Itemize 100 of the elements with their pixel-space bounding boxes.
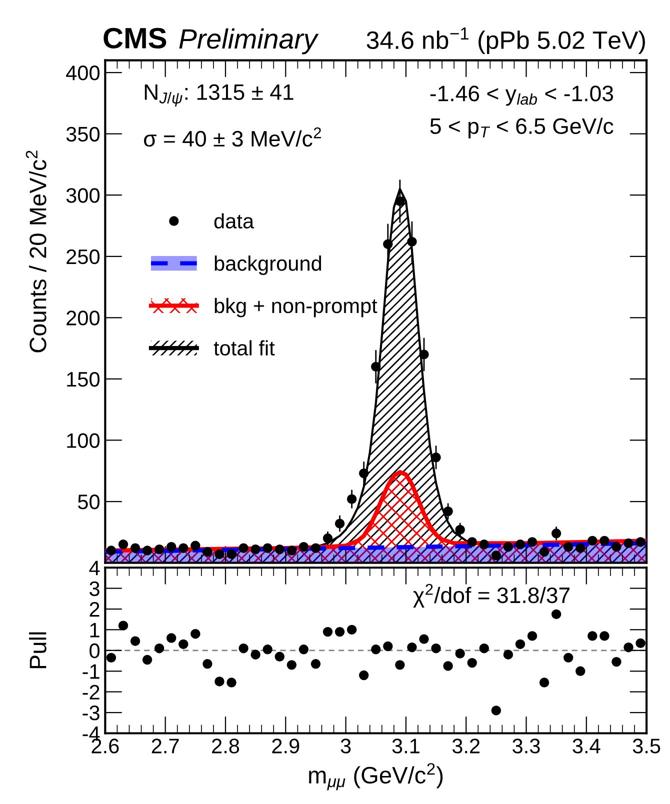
- y-axis-title: Counts / 20 MeV/c$^{2}$: [26, 150, 46, 352]
- point: [563, 542, 574, 552]
- point: [226, 678, 236, 688]
- point: [310, 659, 321, 669]
- x-tick-label: 3.5: [632, 738, 660, 754]
- y-tick-label: 3: [90, 581, 100, 596]
- point: [467, 537, 477, 547]
- point: [491, 550, 502, 560]
- point: [443, 661, 453, 671]
- point: [274, 652, 284, 662]
- point: [588, 631, 598, 641]
- legend-label: bkg + non-prompt: [214, 298, 378, 318]
- point: [322, 626, 333, 637]
- point: [250, 544, 260, 554]
- point: [600, 536, 610, 546]
- point: [443, 506, 453, 516]
- y-tick-label: 4: [89, 560, 100, 576]
- point: [298, 542, 309, 552]
- point: [371, 362, 381, 372]
- point: [563, 652, 574, 663]
- point: [190, 629, 200, 639]
- x-tick-label: 2.6: [92, 738, 119, 754]
- point: [214, 549, 224, 560]
- y-tick-label: -1: [82, 664, 100, 679]
- chart-title: CMS: [104, 28, 166, 49]
- point: [612, 542, 622, 552]
- point: [515, 639, 526, 650]
- point: [576, 543, 586, 553]
- point: [202, 659, 212, 669]
- text: 34.6 nb$^{−1}$ (pPb 5.02 TeV): [366, 28, 645, 54]
- annotation: N$_{J/ψ}$: 1315 ± 41: [144, 84, 294, 107]
- point: [419, 350, 429, 360]
- y-tick-label: 1: [90, 622, 100, 638]
- y-tick-label: -3: [82, 706, 100, 720]
- point: [334, 626, 345, 637]
- point: [539, 546, 550, 557]
- point: [214, 676, 224, 686]
- point: [286, 660, 297, 670]
- point: [588, 536, 598, 546]
- annotation: -1.46 < y$_{lab}$ < -1.03: [430, 86, 614, 106]
- point: [407, 642, 417, 652]
- legend-label: data: [214, 213, 254, 229]
- point: [455, 648, 465, 658]
- legend-label: total fit: [214, 340, 275, 356]
- y-tick-label: 2: [90, 602, 100, 617]
- point: [346, 494, 357, 504]
- point: [431, 644, 441, 654]
- y-tick-label: 350: [66, 126, 100, 142]
- point: [166, 633, 176, 643]
- y-tick-label: -2: [82, 684, 100, 700]
- point: [130, 636, 140, 646]
- point: [527, 631, 538, 641]
- point: [154, 644, 164, 654]
- point: [262, 644, 272, 654]
- point: [515, 540, 526, 550]
- point: [576, 666, 586, 676]
- y-tick-label: -4: [82, 726, 100, 741]
- point: [624, 538, 634, 548]
- point: [527, 537, 538, 547]
- point: [383, 239, 393, 250]
- point: [142, 654, 152, 665]
- point: [238, 644, 248, 654]
- y-tick-label: 100: [67, 433, 100, 448]
- point: [624, 642, 634, 652]
- point: [636, 537, 646, 547]
- point: [371, 644, 381, 654]
- point: [395, 660, 405, 670]
- point: [154, 544, 164, 554]
- point: [479, 540, 490, 550]
- point: [130, 543, 140, 553]
- x-tick-label: 2.7: [152, 738, 179, 754]
- point: [190, 540, 200, 551]
- x-tick-label: 3.4: [572, 738, 600, 754]
- point: [551, 528, 562, 538]
- point: [455, 524, 465, 535]
- point: [286, 546, 297, 556]
- point: [419, 634, 429, 644]
- y-axis-title: Pull: [29, 632, 46, 668]
- point: [395, 196, 405, 206]
- point: [118, 540, 128, 550]
- point: [636, 638, 646, 648]
- point: [106, 652, 116, 663]
- y-tick-label: 400: [66, 66, 100, 80]
- point: [431, 452, 441, 462]
- point: [298, 644, 309, 654]
- point: [358, 670, 369, 680]
- point: [226, 549, 236, 560]
- y-tick-label: 50: [78, 494, 100, 510]
- point: [503, 650, 514, 660]
- point: [600, 631, 610, 641]
- legend-label: background: [214, 256, 322, 275]
- y-tick-label: 150: [67, 372, 100, 387]
- point: [334, 518, 345, 528]
- point: [467, 658, 477, 668]
- y-tick-label: 300: [66, 188, 100, 203]
- x-tick-label: 3.3: [512, 738, 540, 754]
- annotation: 5 < p$_{T}$ < 6.5 GeV/c: [430, 118, 614, 138]
- point: [612, 656, 622, 667]
- annotation: σ = 40 ± 3 MeV/c$^{2}$: [144, 127, 321, 147]
- point: [539, 678, 550, 688]
